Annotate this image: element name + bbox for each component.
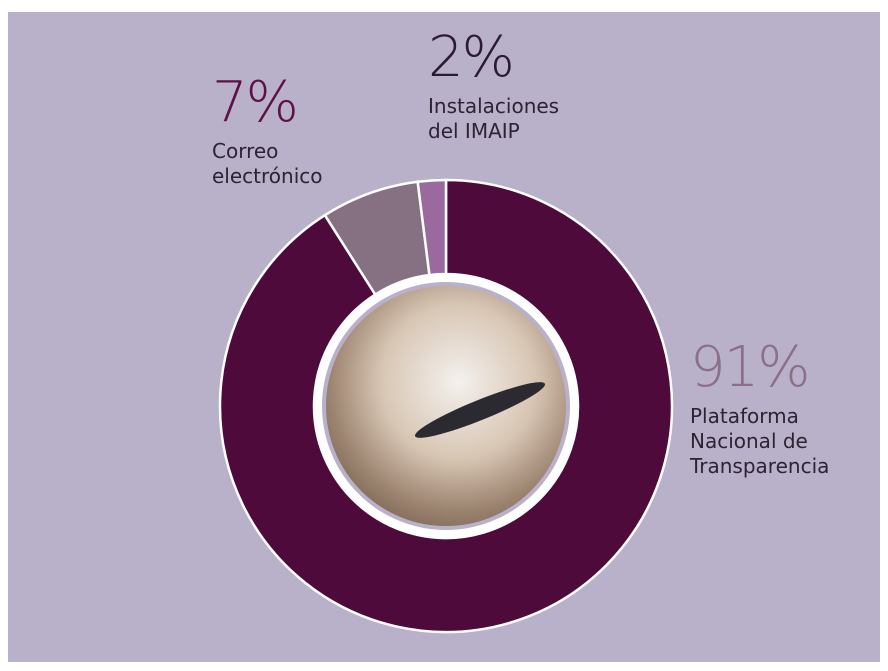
category-label: Plataforma Nacional de Transparencia xyxy=(690,404,830,478)
slice-label: 91% Plataforma Nacional de Transparencia xyxy=(690,340,850,479)
photo xyxy=(322,282,570,530)
percent-label: 2% xyxy=(428,25,515,90)
slice-label: 7% Correo electrónico xyxy=(212,75,337,189)
percent-label: 7% xyxy=(212,70,299,135)
percent-label: 91% xyxy=(690,335,810,400)
slice-label: 2% Instalaciones del IMAIP xyxy=(428,30,568,144)
category-label: Correo electrónico xyxy=(212,139,323,188)
photo-phone xyxy=(414,382,546,438)
category-label: Instalaciones del IMAIP xyxy=(428,94,560,143)
